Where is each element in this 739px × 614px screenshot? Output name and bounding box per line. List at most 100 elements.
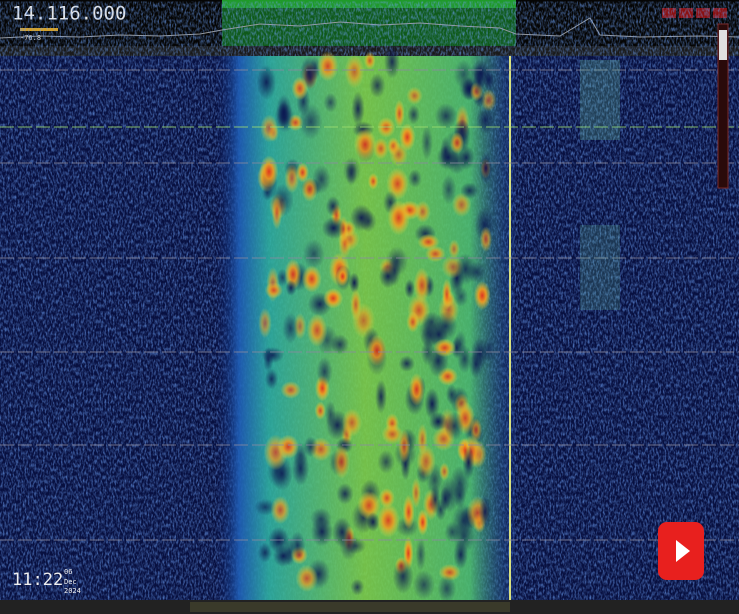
- texture-spot: [414, 267, 430, 303]
- button[interactable]: [713, 8, 727, 18]
- texture-spot: [417, 509, 428, 536]
- button[interactable]: [662, 8, 676, 18]
- texture-spot: [434, 339, 456, 358]
- texture-spot: [406, 311, 419, 332]
- texture-spot: [388, 254, 401, 286]
- texture-spot: [384, 45, 400, 79]
- texture-spot: [442, 279, 452, 310]
- texture-spot: [473, 64, 485, 97]
- texture-spot: [369, 73, 386, 98]
- texture-spot: [336, 483, 353, 504]
- texture-spot: [479, 494, 491, 529]
- texture-spot: [336, 266, 348, 286]
- texture-spot: [474, 281, 491, 310]
- texture-spot: [421, 125, 433, 160]
- side-signal: [580, 60, 620, 140]
- texture-spot: [408, 169, 422, 188]
- texture-spot: [454, 330, 466, 358]
- texture-spot: [393, 559, 414, 594]
- texture-spot: [364, 52, 376, 70]
- texture-spot: [387, 200, 410, 235]
- texture-spot: [394, 100, 405, 128]
- texture-spot: [480, 226, 492, 252]
- texture-spot: [444, 521, 460, 542]
- texture-spot: [302, 265, 322, 292]
- texture-spot: [417, 424, 428, 456]
- texture-spot: [375, 379, 387, 413]
- texture-spot: [350, 288, 361, 321]
- button[interactable]: [679, 8, 693, 18]
- texture-spot: [377, 503, 400, 537]
- button[interactable]: [696, 8, 710, 18]
- slider-handle[interactable]: [719, 30, 727, 60]
- texture-spot: [296, 565, 318, 592]
- texture-spot: [377, 450, 394, 474]
- texture-spot: [453, 540, 468, 569]
- texture-spot: [438, 575, 457, 603]
- texture-spot: [311, 517, 333, 547]
- texture-spot: [286, 280, 297, 296]
- sdr-screen: 14.116.000 -76.8 11:22 06 Dec 2024: [0, 0, 739, 614]
- side-signal: [580, 225, 620, 310]
- texture-spot: [350, 579, 364, 596]
- signal-meter: [20, 28, 58, 31]
- texture-spot: [448, 239, 460, 258]
- texture-spot: [354, 128, 377, 160]
- texture-spot: [296, 162, 309, 182]
- texture-spot: [430, 484, 441, 514]
- texture-spot: [307, 314, 327, 347]
- texture-spot: [413, 570, 435, 600]
- texture-spot: [367, 512, 380, 531]
- texture-spot: [407, 105, 419, 125]
- texture-spot: [281, 381, 301, 399]
- texture-spot: [454, 60, 474, 89]
- texture-spot: [399, 355, 415, 371]
- texture-spot: [446, 384, 457, 404]
- texture-spot: [265, 368, 278, 389]
- texture-spot: [476, 107, 495, 134]
- texture-spot: [323, 93, 337, 113]
- clock-year: 2024: [64, 587, 81, 595]
- texture-spot: [469, 350, 483, 378]
- texture-spot: [403, 494, 415, 529]
- clock-month: Dec: [64, 578, 77, 586]
- texture-spot: [339, 530, 358, 560]
- texture-spot: [342, 408, 362, 436]
- texture-spot: [406, 87, 422, 105]
- texture-spot: [360, 210, 377, 232]
- texture-spot: [276, 94, 292, 129]
- texture-spot: [265, 282, 283, 298]
- texture-spot: [323, 288, 343, 309]
- texture-spot: [368, 173, 379, 190]
- frequency-display: 14.116.000: [12, 3, 126, 25]
- texture-spot: [479, 151, 493, 185]
- texture-spot: [326, 196, 341, 216]
- texture-spot: [460, 182, 478, 199]
- texture-spot: [345, 55, 365, 89]
- texture-spot: [444, 412, 464, 441]
- texture-spot: [317, 51, 338, 81]
- texture-spot: [416, 538, 426, 571]
- texture-spot: [417, 234, 439, 250]
- texture-spot: [292, 451, 309, 486]
- texture-spot: [440, 487, 451, 512]
- texture-spot: [315, 402, 326, 420]
- texture-spot: [381, 424, 403, 444]
- selection-header: [222, 0, 516, 8]
- texture-spot: [272, 197, 282, 230]
- texture-spot: [260, 115, 278, 143]
- texture-spot: [453, 482, 466, 509]
- texture-spot: [409, 373, 425, 406]
- texture-spot: [483, 337, 495, 363]
- texture-spot: [367, 335, 387, 367]
- texture-spot: [260, 155, 279, 187]
- texture-spot: [424, 388, 439, 420]
- texture-spot: [435, 103, 458, 129]
- texture-spot: [258, 308, 271, 338]
- texture-spot: [273, 545, 294, 567]
- texture-spot: [271, 496, 290, 524]
- texture-spot: [322, 217, 346, 239]
- texture-spot: [303, 239, 325, 269]
- texture-spot: [463, 446, 475, 480]
- texture-spot: [351, 92, 364, 126]
